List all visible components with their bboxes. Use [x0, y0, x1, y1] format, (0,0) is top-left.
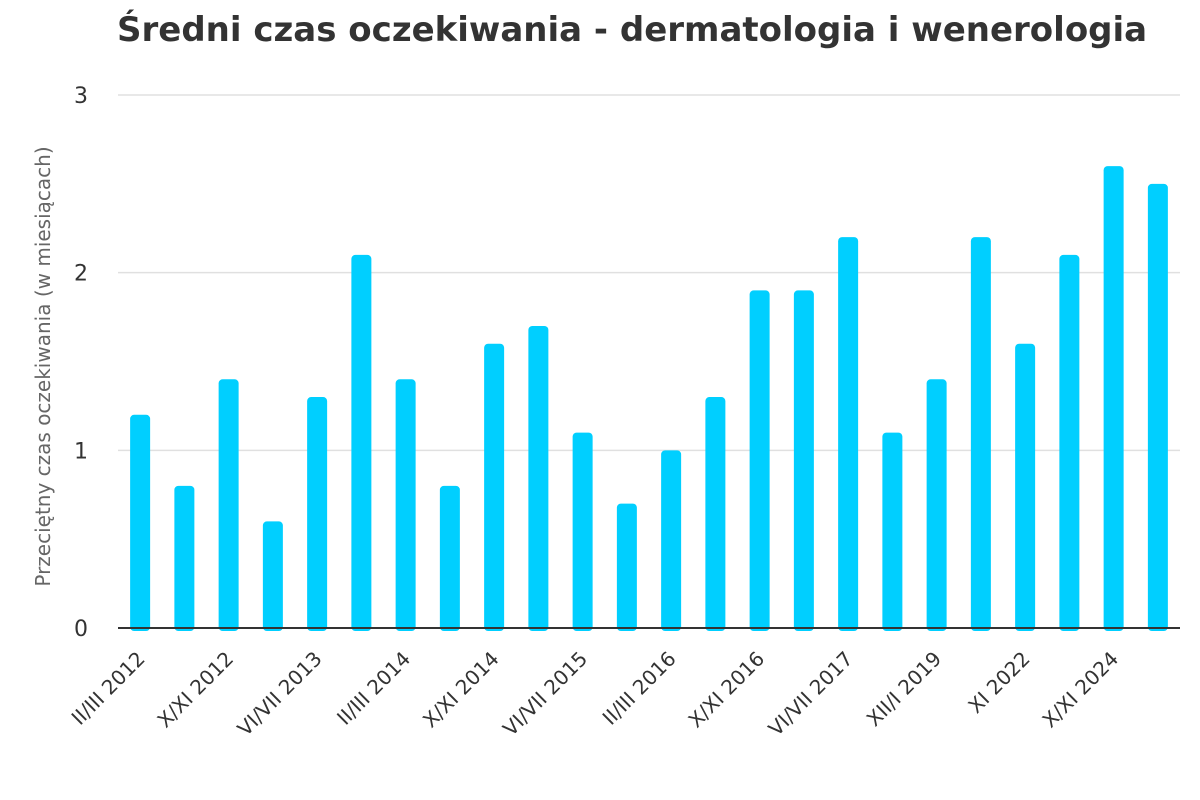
x-tick-label: II/III 2014	[332, 647, 415, 730]
x-tick-label: X/XI 2016	[683, 647, 769, 733]
x-tick-label: VI/VII 2017	[764, 647, 858, 741]
bar	[1015, 343, 1036, 631]
bar	[1103, 166, 1124, 632]
y-axis-ticks: 0 1 2 3	[74, 84, 88, 642]
bar	[484, 343, 505, 631]
bar	[262, 521, 283, 631]
bar	[130, 414, 151, 631]
bar	[793, 290, 814, 631]
bar	[882, 432, 903, 631]
y-tick-label: 2	[74, 262, 88, 287]
bar	[395, 379, 416, 631]
bar	[174, 485, 195, 631]
bar	[351, 254, 372, 631]
x-tick-label: VI/VII 2015	[498, 647, 592, 741]
x-tick-label: VI/VII 2013	[233, 647, 327, 741]
x-tick-label: XII/I 2019	[862, 647, 946, 731]
y-tick-label: 3	[74, 84, 88, 109]
bar	[1147, 183, 1168, 632]
x-tick-label: X/XI 2014	[418, 647, 504, 733]
bar	[572, 432, 593, 631]
x-tick-label: XI 2022	[963, 647, 1034, 718]
chart-title: Średni czas oczekiwania - dermatologia i…	[117, 10, 1148, 50]
y-axis-label: Przeciętny czas oczekiwania (w miesiącac…	[31, 146, 55, 586]
x-tick-label: X/XI 2024	[1037, 647, 1123, 733]
bars	[130, 166, 1168, 632]
bar	[661, 450, 682, 631]
bar	[528, 325, 549, 631]
bar	[218, 379, 239, 631]
x-tick-label: X/XI 2012	[152, 647, 238, 733]
bar	[970, 237, 991, 631]
x-tick-label: II/III 2016	[598, 647, 681, 730]
grid-lines	[118, 94, 1180, 452]
bar	[838, 237, 859, 631]
bar	[307, 397, 328, 631]
x-tick-label: II/III 2012	[67, 647, 150, 730]
y-tick-label: 0	[74, 617, 88, 642]
y-tick-label: 1	[74, 439, 88, 464]
bar	[1059, 254, 1080, 631]
bar	[926, 379, 947, 631]
bar	[749, 290, 770, 631]
bar	[705, 397, 726, 631]
bar	[439, 485, 460, 631]
bar	[616, 503, 637, 631]
